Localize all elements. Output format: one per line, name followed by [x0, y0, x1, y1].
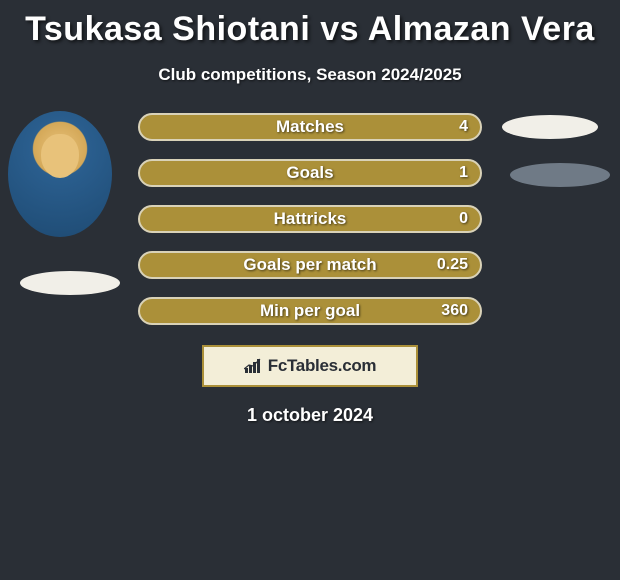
stat-label: Goals: [286, 163, 333, 183]
stat-bar: Goals per match 0.25: [138, 251, 482, 279]
page-title: Tsukasa Shiotani vs Almazan Vera: [0, 0, 620, 49]
stat-label: Goals per match: [243, 255, 376, 275]
stat-bar: Min per goal 360: [138, 297, 482, 325]
fctables-logo[interactable]: FcTables.com: [202, 345, 418, 387]
stat-label: Min per goal: [260, 301, 360, 321]
stat-bar: Goals 1: [138, 159, 482, 187]
fctables-logo-text: FcTables.com: [268, 356, 377, 376]
bar-chart-icon: [244, 358, 262, 374]
player-pill-right-1: [502, 115, 598, 139]
player-avatar-left: [8, 111, 112, 237]
stat-label: Hattricks: [274, 209, 347, 229]
page-subtitle: Club competitions, Season 2024/2025: [0, 65, 620, 85]
stat-value: 4: [459, 118, 468, 136]
player-pill-left: [20, 271, 120, 295]
stat-value: 360: [441, 302, 468, 320]
stat-value: 1: [459, 164, 468, 182]
stat-bar: Matches 4: [138, 113, 482, 141]
stat-value: 0.25: [437, 256, 468, 274]
comparison-date: 1 october 2024: [0, 405, 620, 426]
stat-bar: Hattricks 0: [138, 205, 482, 233]
stat-value: 0: [459, 210, 468, 228]
comparison-content: Matches 4 Goals 1 Hattricks 0 Goals per …: [0, 113, 620, 426]
player-pill-right-2: [510, 163, 610, 187]
stat-label: Matches: [276, 117, 344, 137]
